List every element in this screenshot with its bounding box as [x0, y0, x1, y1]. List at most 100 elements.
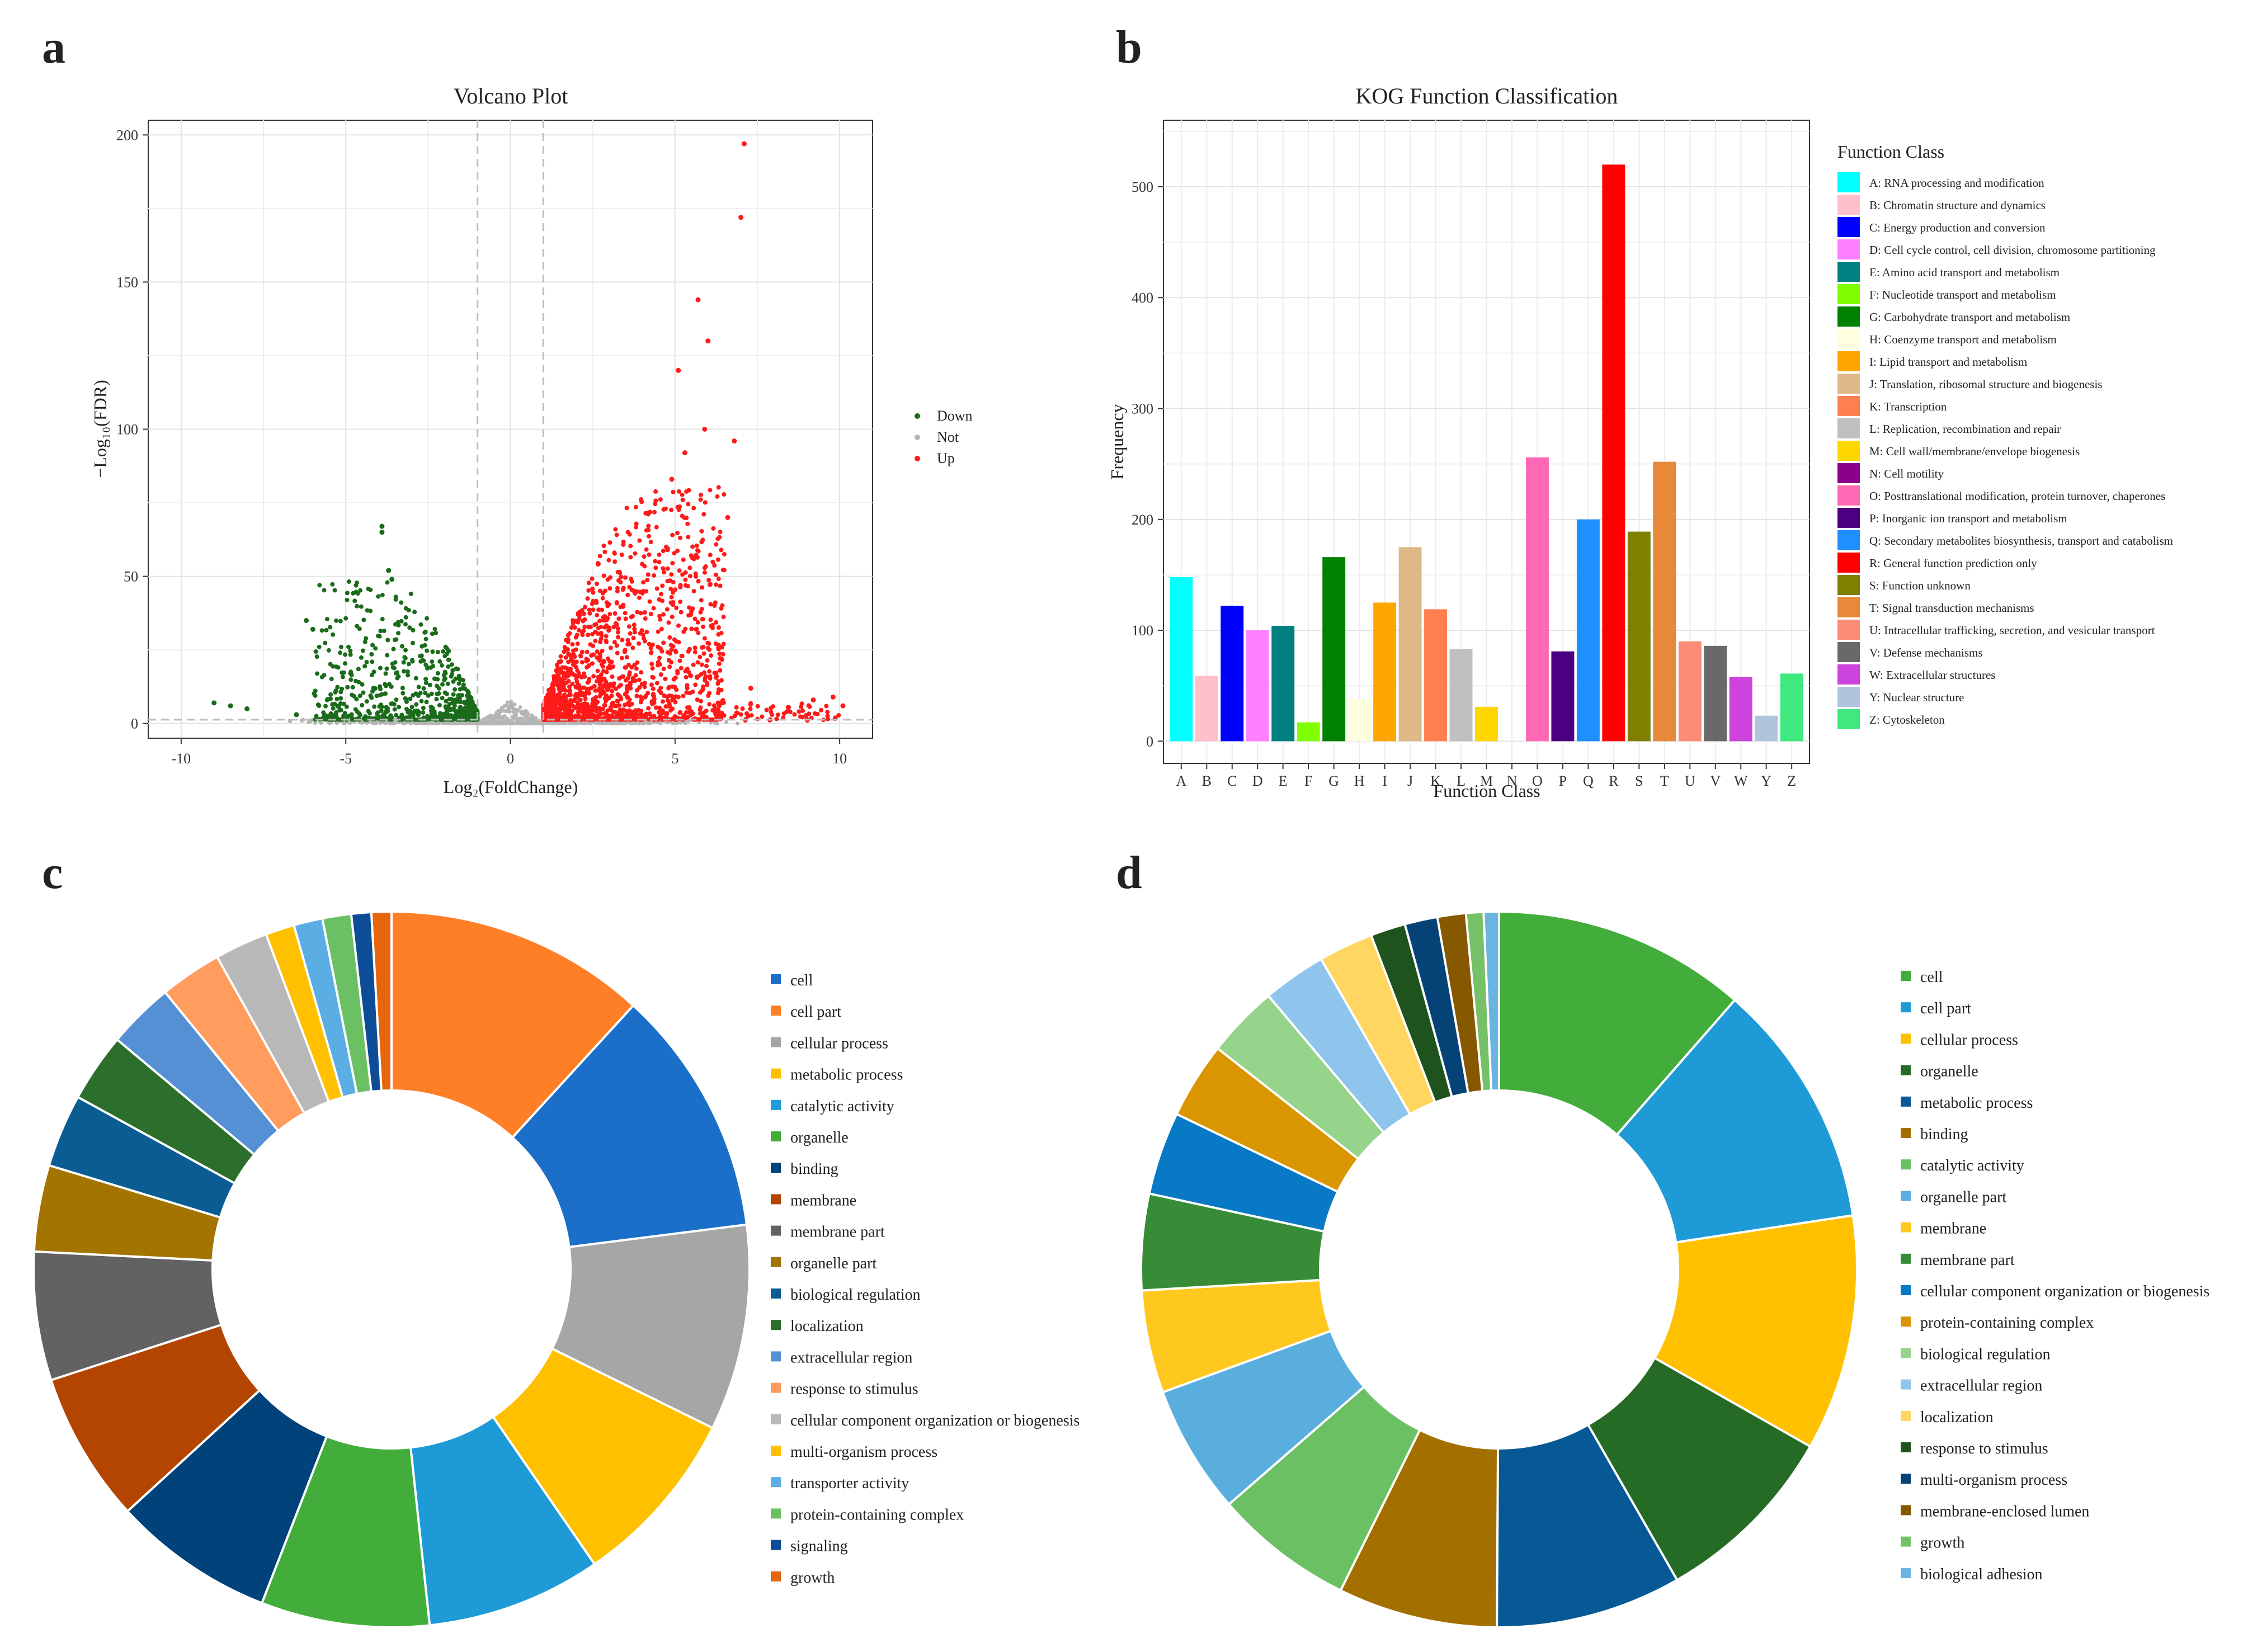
- point-down: [369, 652, 374, 657]
- point-down: [443, 644, 448, 649]
- kog-legend-label-F: F: Nucleotide transport and metabolism: [1869, 288, 2056, 301]
- point-up: [663, 676, 668, 681]
- point-down: [449, 674, 454, 679]
- point-up: [574, 659, 579, 664]
- point-down: [331, 706, 336, 711]
- y-tick-label: 150: [116, 274, 138, 290]
- x-tick-label: 5: [671, 751, 678, 767]
- go-donut-d: cell cell part cellular process organelle me…: [1140, 910, 2209, 1629]
- point-down: [392, 707, 397, 712]
- legend-label-catalytic-activity: catalytic activity: [790, 1098, 894, 1115]
- point-up: [616, 635, 621, 640]
- point-up: [775, 712, 780, 718]
- point-down: [385, 706, 390, 711]
- point-down-outlier: [379, 530, 385, 535]
- point-up: [698, 654, 703, 659]
- point-down: [418, 622, 423, 627]
- legend-label-growth: growth: [790, 1569, 835, 1587]
- legend-swatch-protein-containing-complex: [1901, 1316, 1911, 1327]
- point-up: [663, 704, 668, 709]
- point-up: [635, 610, 640, 615]
- point-up: [601, 544, 606, 549]
- point-up: [698, 705, 703, 710]
- panel-letter-b: b: [1116, 21, 1142, 73]
- point-down: [437, 703, 442, 708]
- point-up: [617, 703, 622, 708]
- x-tick-label: 0: [507, 751, 514, 767]
- point-down: [404, 699, 409, 704]
- point-up: [826, 716, 831, 721]
- point-down: [346, 579, 351, 584]
- point-up: [658, 617, 663, 622]
- point-up: [597, 554, 602, 559]
- legend-label-extracellular-region: extracellular region: [790, 1349, 912, 1366]
- point-up: [590, 697, 595, 702]
- kog-legend-swatch-O: [1837, 485, 1860, 506]
- point-up: [614, 532, 619, 537]
- kog-legend-label-S: S: Function unknown: [1869, 579, 1971, 592]
- point-not: [678, 720, 682, 725]
- point-down: [430, 649, 435, 654]
- point-down: [379, 708, 384, 713]
- point-up: [599, 625, 604, 630]
- point-up: [665, 566, 670, 571]
- point-down: [360, 648, 365, 653]
- point-not: [708, 720, 713, 725]
- point-up: [687, 565, 692, 570]
- legend-swatch-organelle-part: [1901, 1191, 1911, 1201]
- point-up: [579, 649, 585, 654]
- point-up: [684, 489, 689, 494]
- point-down: [366, 586, 371, 591]
- point-down: [455, 711, 460, 716]
- legend-label-down: Down: [937, 408, 973, 424]
- point-up: [670, 684, 675, 689]
- kog-legend-swatch-Z: [1837, 709, 1860, 729]
- legend-swatch-transporter-activity: [771, 1477, 781, 1488]
- panel-letter-c: c: [42, 847, 63, 899]
- point-not: [533, 721, 538, 725]
- point-up: [687, 646, 692, 652]
- point-up: [708, 676, 713, 681]
- point-up: [718, 530, 723, 535]
- point-up: [547, 693, 552, 698]
- point-up: [558, 660, 563, 665]
- point-down: [374, 693, 379, 698]
- point-up: [715, 691, 720, 696]
- point-down: [356, 711, 361, 716]
- kog-legend-swatch-B: [1837, 195, 1860, 215]
- point-up: [695, 697, 700, 702]
- point-up: [641, 580, 646, 585]
- point-up: [695, 620, 700, 625]
- point-down-outlier: [389, 577, 395, 582]
- point-down: [403, 655, 408, 660]
- point-up: [612, 640, 617, 645]
- point-up: [575, 668, 580, 673]
- kog-legend-label-T: T: Signal transduction mechanisms: [1869, 601, 2034, 615]
- point-up: [688, 708, 693, 713]
- kog-legend-swatch-W: [1837, 664, 1860, 685]
- y-tick-label: 50: [124, 569, 138, 585]
- kog-legend-swatch-R: [1837, 553, 1860, 573]
- slice-biological-adhesion: [1482, 910, 1500, 1092]
- point-up: [667, 664, 672, 669]
- point-down: [460, 678, 465, 683]
- point-down: [422, 643, 427, 648]
- point-down: [433, 630, 439, 635]
- point-up: [586, 588, 591, 593]
- point-up: [630, 676, 635, 681]
- point-down: [403, 622, 408, 627]
- point-down: [328, 625, 333, 630]
- point-down: [361, 617, 366, 622]
- point-up: [659, 626, 664, 631]
- point-up: [722, 552, 727, 557]
- point-up-outlier: [705, 338, 711, 344]
- point-up: [717, 535, 722, 540]
- point-up: [602, 703, 607, 708]
- slice-cell: [1498, 910, 1737, 1136]
- point-up: [582, 674, 587, 679]
- point-down: [430, 659, 435, 664]
- point-not: [496, 709, 501, 713]
- point-up: [572, 654, 577, 659]
- point-down: [366, 709, 371, 714]
- point-up: [701, 512, 706, 517]
